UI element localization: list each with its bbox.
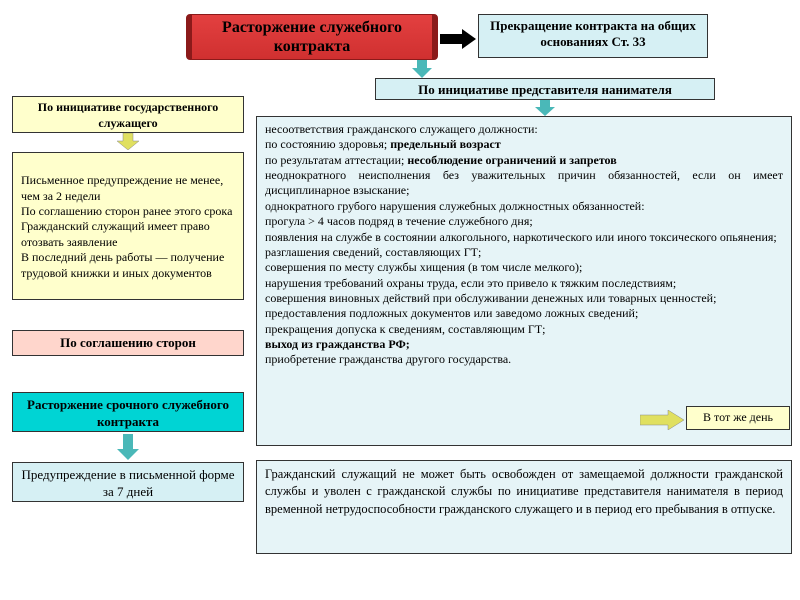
- footer-box: Гражданский служащий не может быть освоб…: [256, 460, 792, 554]
- ml2: по состоянию здоровья; предельный возрас…: [265, 137, 783, 152]
- mutual-text: По соглашению сторон: [60, 335, 196, 350]
- arrow-employer-down: [535, 100, 555, 116]
- urgent-box: Расторжение срочного служебного контракт…: [12, 392, 244, 432]
- warning7-text: Предупреждение в письменной форме за 7 д…: [22, 467, 235, 499]
- ml12: предоставления подложных документов или …: [265, 306, 783, 321]
- ml14: выход из гражданства РФ;: [265, 337, 783, 352]
- right-title-box: Прекращение контракта на общих основания…: [478, 14, 708, 58]
- ml6: прогула > 4 часов подряд в течение служе…: [265, 214, 783, 229]
- employee-init-body-text: Письменное предупреждение не менее, чем …: [21, 173, 232, 279]
- ml15: приобретение гражданства другого государ…: [265, 352, 783, 367]
- ml10: нарушения требований охраны труда, если …: [265, 276, 783, 291]
- main-title-box: Расторжение служебного контракта: [186, 14, 438, 60]
- ml8: разглашения сведений, составляющих ГТ;: [265, 245, 783, 260]
- main-title-text: Расторжение служебного контракта: [222, 19, 402, 55]
- employee-init-title: По инициативе государственного служащего: [12, 96, 244, 133]
- arrow-main-to-right: [440, 29, 476, 49]
- warning7-box: Предупреждение в письменной форме за 7 д…: [12, 462, 244, 502]
- same-day-box: В тот же день: [686, 406, 790, 430]
- employee-init-body: Письменное предупреждение не менее, чем …: [12, 152, 244, 300]
- arrow-urgent-down: [117, 434, 139, 460]
- ml9: совершения по месту службы хищения (в то…: [265, 260, 783, 275]
- ml11: совершения виновных действий при обслужи…: [265, 291, 783, 306]
- arrow-same-day: [640, 410, 684, 430]
- urgent-text: Расторжение срочного служебного контракт…: [27, 397, 229, 429]
- employer-init-text: По инициативе представителя нанимателя: [418, 82, 672, 97]
- ml7: появления на службе в состоянии алкоголь…: [265, 230, 783, 245]
- main-list-box: несоответствия гражданского служащего до…: [256, 116, 792, 446]
- arrow-employee-title-down: [117, 133, 139, 150]
- arrow-main-down: [412, 60, 432, 78]
- footer-text: Гражданский служащий не может быть освоб…: [265, 467, 783, 516]
- right-title-text: Прекращение контракта на общих основания…: [490, 18, 696, 49]
- mutual-box: По соглашению сторон: [12, 330, 244, 356]
- employer-init-title: По инициативе представителя нанимателя: [375, 78, 715, 100]
- ml3: по результатам аттестации; несоблюдение …: [265, 153, 783, 168]
- ml5: однократного грубого нарушения служебных…: [265, 199, 783, 214]
- ml13: прекращения допуска к сведениям, составл…: [265, 322, 783, 337]
- employee-init-title-text: По инициативе государственного служащего: [38, 100, 219, 130]
- same-day-text: В тот же день: [703, 410, 773, 424]
- ml1: несоответствия гражданского служащего до…: [265, 122, 783, 137]
- ml4: неоднократного неисполнения без уважител…: [265, 168, 783, 199]
